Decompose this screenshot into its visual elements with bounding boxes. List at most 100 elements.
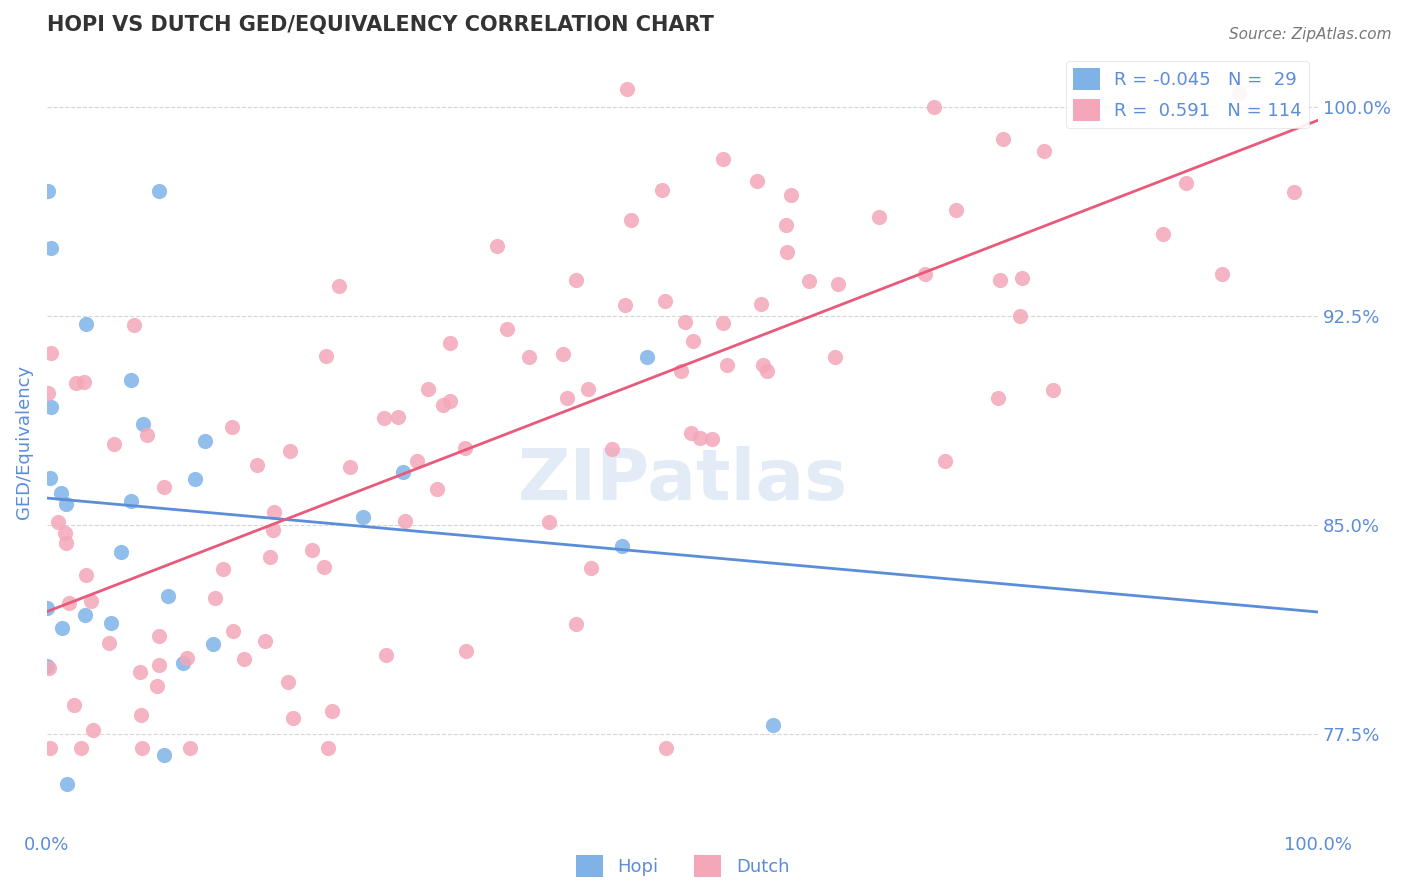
Point — [55, 525, 77, 540]
Point — [73, 607, 96, 622]
Point — [613, 297, 636, 311]
Point — [1152, 227, 1174, 241]
Point — [394, 514, 416, 528]
Point — [579, 561, 602, 575]
Point — [576, 382, 599, 396]
Point — [37, 386, 59, 401]
Point — [439, 336, 461, 351]
Point — [988, 273, 1011, 287]
Point — [120, 373, 142, 387]
Text: ZIPatlas: ZIPatlas — [517, 446, 848, 515]
Point — [328, 279, 350, 293]
Point — [517, 351, 540, 365]
Point — [179, 740, 201, 755]
Point — [681, 426, 703, 441]
Point — [55, 777, 77, 791]
Point — [922, 100, 945, 114]
Point — [636, 350, 658, 364]
Point — [276, 674, 298, 689]
Point — [780, 187, 803, 202]
Point — [103, 437, 125, 451]
Point — [755, 363, 778, 377]
Point — [612, 539, 634, 553]
Point — [991, 132, 1014, 146]
Point — [172, 656, 194, 670]
Point — [673, 315, 696, 329]
Point — [824, 350, 846, 364]
Point — [1174, 176, 1197, 190]
Point — [136, 428, 159, 442]
Point — [654, 293, 676, 308]
Point — [555, 392, 578, 406]
Point — [129, 707, 152, 722]
Point — [73, 375, 96, 389]
Point — [1033, 144, 1056, 158]
Point — [246, 458, 269, 472]
Point — [301, 543, 323, 558]
Point — [157, 589, 180, 603]
Point — [553, 347, 575, 361]
Point — [58, 596, 80, 610]
Point — [55, 536, 77, 550]
Point — [315, 349, 337, 363]
Point — [565, 616, 588, 631]
Point — [868, 210, 890, 224]
Point — [148, 629, 170, 643]
Point — [392, 465, 415, 479]
Point — [1175, 72, 1198, 87]
Point — [100, 616, 122, 631]
Point — [314, 560, 336, 574]
Point — [148, 658, 170, 673]
Point — [131, 740, 153, 755]
Point — [439, 393, 461, 408]
Point — [39, 740, 62, 755]
Point — [776, 244, 799, 259]
Point — [406, 453, 429, 467]
Point — [110, 545, 132, 559]
Point — [432, 398, 454, 412]
Point — [232, 652, 254, 666]
Point — [425, 483, 447, 497]
Point — [655, 740, 678, 755]
Point — [454, 442, 477, 456]
Text: Source: ZipAtlas.com: Source: ZipAtlas.com — [1229, 27, 1392, 42]
Point — [682, 334, 704, 348]
Point — [132, 417, 155, 431]
Point — [259, 550, 281, 565]
Point — [373, 410, 395, 425]
Point — [128, 665, 150, 679]
Point — [194, 434, 217, 448]
Point — [39, 400, 62, 414]
Point — [221, 624, 243, 638]
Point — [669, 364, 692, 378]
Point — [253, 634, 276, 648]
Point — [70, 740, 93, 755]
Point — [75, 317, 97, 331]
Point — [278, 444, 301, 458]
Point — [1211, 267, 1233, 281]
Point — [35, 601, 58, 615]
Point — [751, 297, 773, 311]
Point — [38, 661, 60, 675]
Point — [914, 267, 936, 281]
Point — [762, 717, 785, 731]
Point — [827, 277, 849, 291]
Point — [454, 644, 477, 658]
Point — [212, 562, 235, 576]
Point — [98, 636, 121, 650]
Point — [713, 316, 735, 330]
Point — [321, 705, 343, 719]
Point — [1227, 87, 1250, 101]
Point — [221, 420, 243, 434]
Point — [600, 442, 623, 456]
Point — [702, 432, 724, 446]
Point — [716, 359, 738, 373]
Point — [619, 213, 641, 227]
Point — [387, 409, 409, 424]
Point — [751, 359, 773, 373]
Y-axis label: GED/Equivalency: GED/Equivalency — [15, 365, 32, 518]
Point — [651, 183, 673, 197]
Point — [1282, 185, 1305, 199]
Point — [262, 523, 284, 537]
Point — [775, 218, 797, 232]
